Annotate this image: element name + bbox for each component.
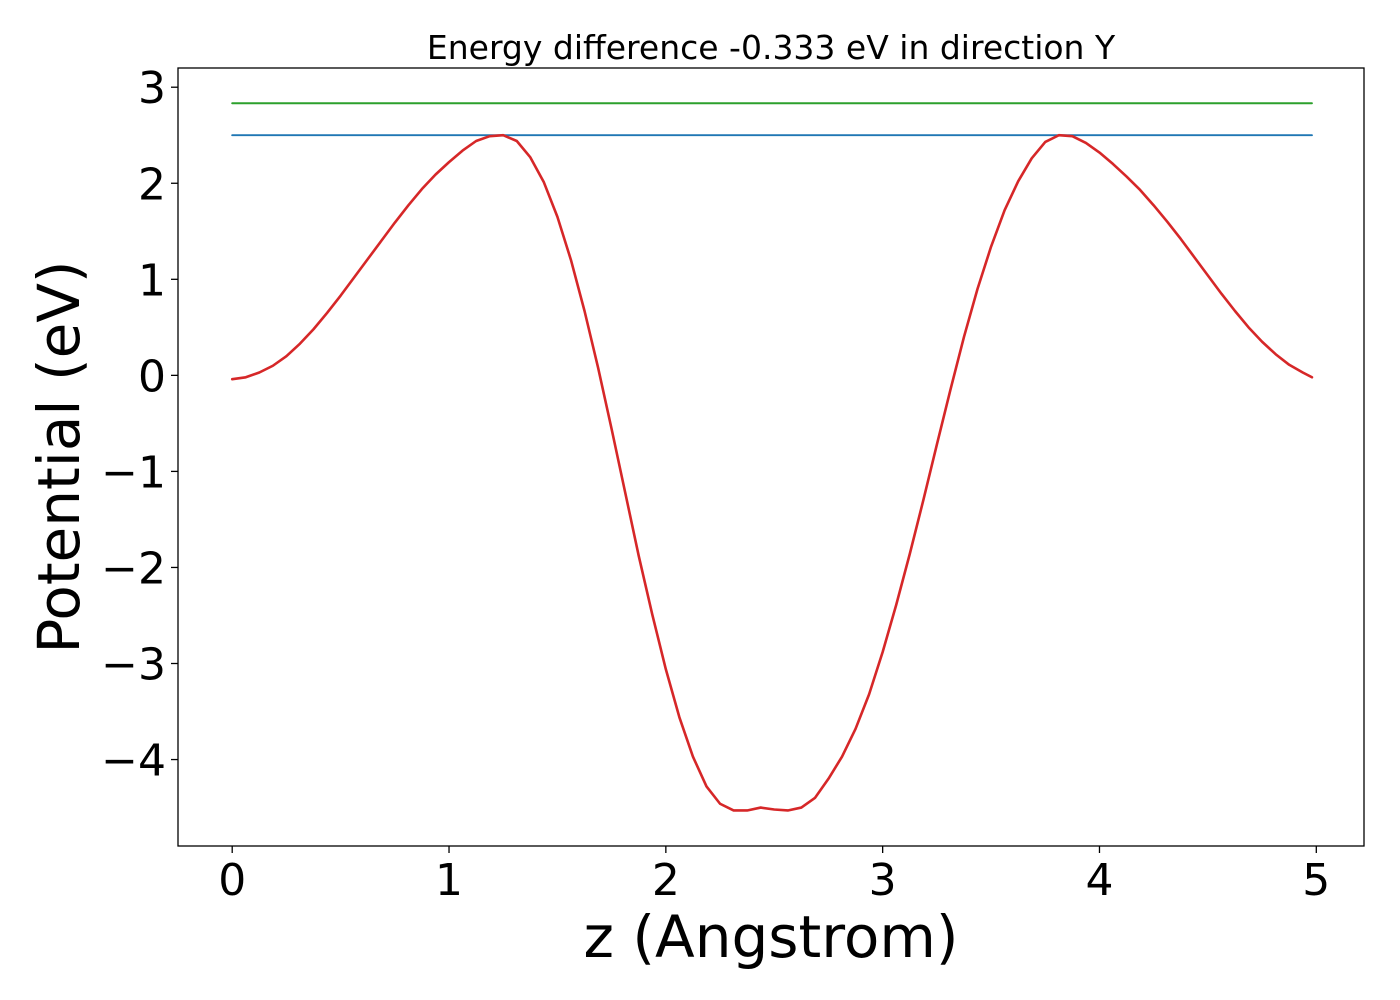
- chart-title: Energy difference -0.333 eV in direction…: [427, 28, 1116, 67]
- x-tick-label: 5: [1302, 855, 1330, 906]
- x-axis-ticks: 0 1 2 3 4 5: [218, 846, 1330, 906]
- x-tick-label: 3: [869, 855, 897, 906]
- y-tick-label: 0: [138, 351, 166, 402]
- y-tick-label: −1: [101, 447, 166, 498]
- x-tick-label: 0: [218, 855, 246, 906]
- series-line-0: [230, 133, 1314, 812]
- y-tick-label: 1: [138, 255, 166, 306]
- y-tick-label: 3: [138, 63, 166, 114]
- x-tick-label: 4: [1085, 855, 1113, 906]
- x-tick-label: 2: [652, 855, 680, 906]
- y-axis-label: Potential (eV): [25, 260, 93, 653]
- y-tick-label: −3: [101, 640, 166, 691]
- plot-frame: [177, 67, 1365, 847]
- y-axis-ticks: −4 −3 −2 −1 0 1 2 3: [101, 63, 178, 787]
- series-layer: [230, 102, 1314, 812]
- x-axis-label: z (Angstrom): [584, 903, 959, 971]
- y-tick-label: 2: [138, 159, 166, 210]
- x-tick-label: 1: [435, 855, 463, 906]
- y-tick-label: −2: [101, 543, 166, 594]
- y-tick-label: −4: [101, 736, 166, 787]
